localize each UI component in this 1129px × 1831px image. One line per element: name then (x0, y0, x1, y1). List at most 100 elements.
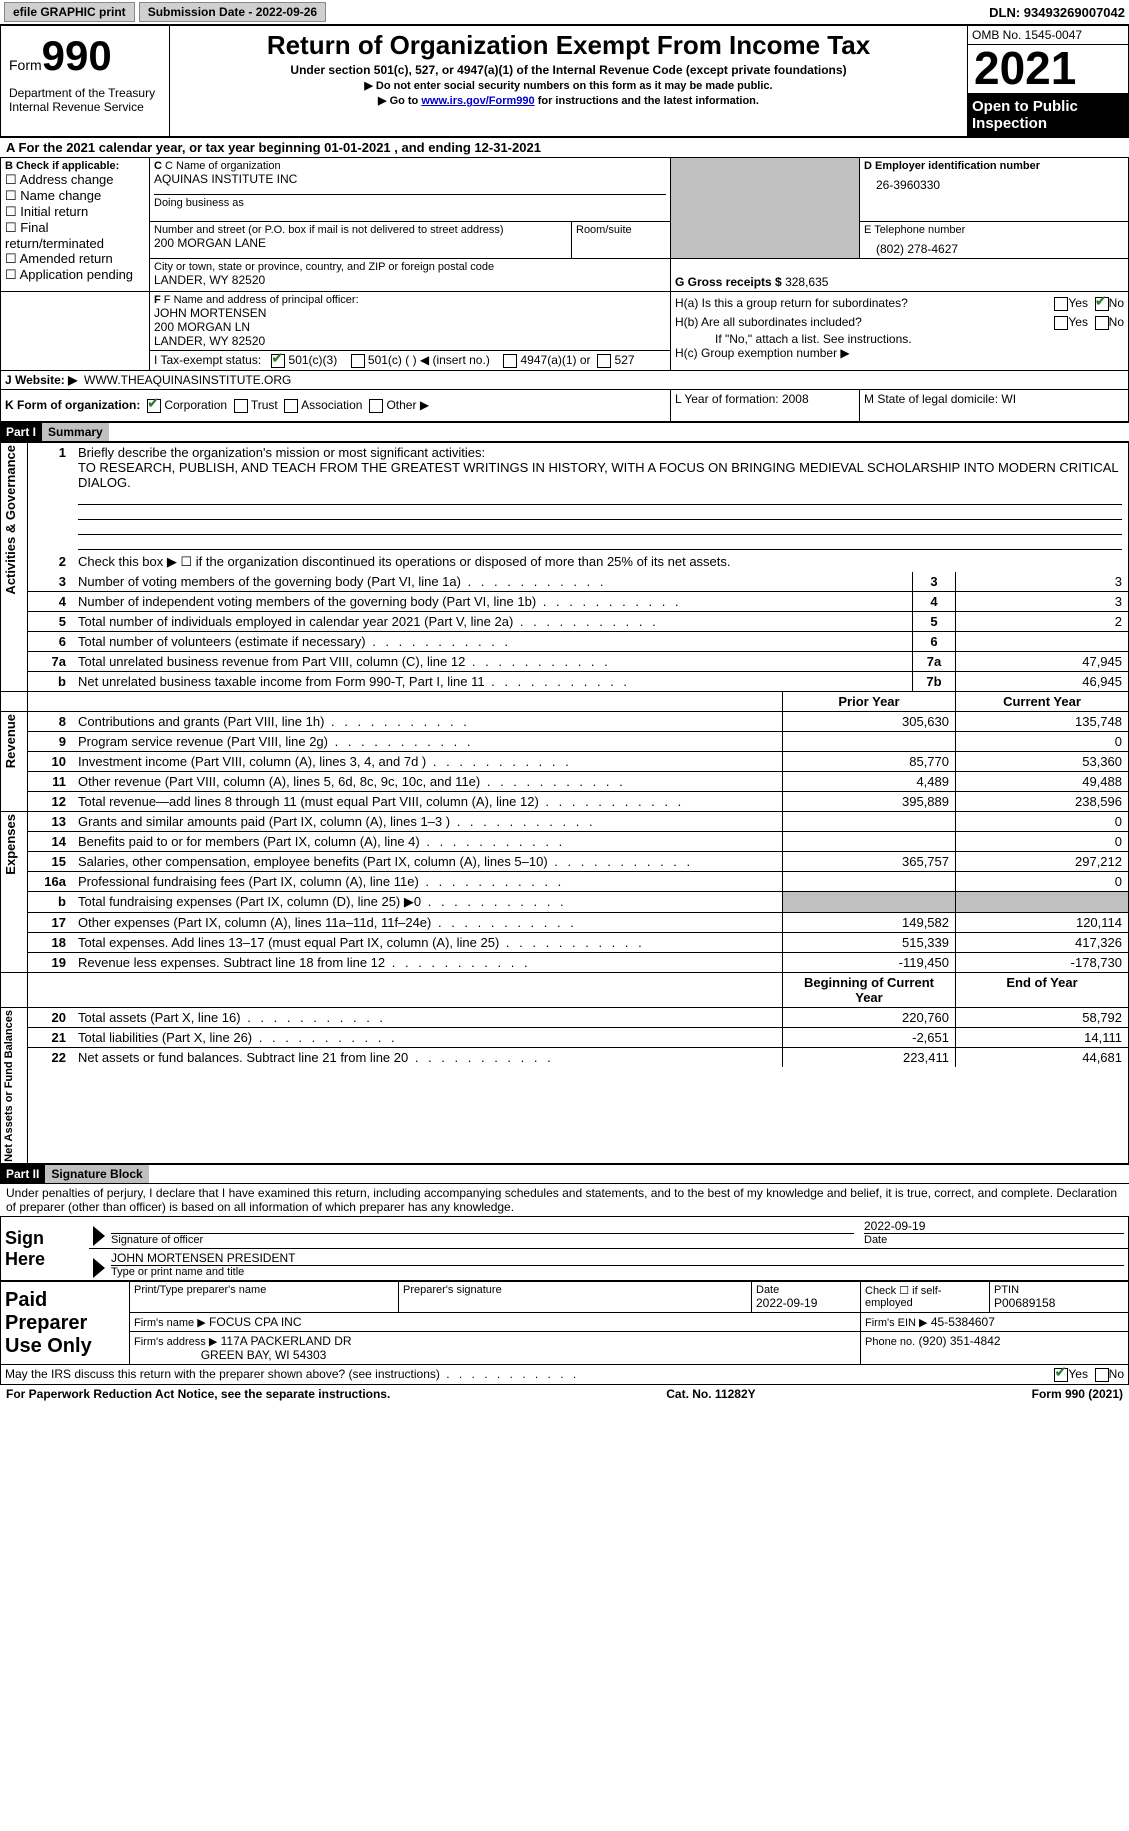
form-title: Return of Organization Exempt From Incom… (174, 30, 963, 61)
part2-title: Signature Block (45, 1165, 148, 1183)
city-label: City or town, state or province, country… (154, 261, 666, 273)
room-label: Room/suite (576, 224, 666, 236)
part1-title: Summary (42, 423, 109, 441)
hb-no-checkbox[interactable] (1095, 316, 1109, 330)
officer-addr1: 200 MORGAN LN (154, 320, 666, 334)
side-expenses: Expenses (1, 812, 20, 877)
website-label: J Website: ▶ (5, 373, 77, 387)
prep-sig-label: Preparer's signature (403, 1284, 747, 1296)
efile-print-button[interactable]: efile GRAPHIC print (4, 2, 135, 22)
self-employed-label: Check ☐ if self-employed (865, 1284, 985, 1309)
side-net-assets: Net Assets or Fund Balances (1, 1008, 17, 1164)
officer-name: JOHN MORTENSEN (154, 306, 666, 320)
gross-receipts-label: G Gross receipts $ (675, 275, 782, 289)
website-value: WWW.THEAQUINASINSTITUTE.ORG (84, 373, 291, 387)
ag-row: bNet unrelated business taxable income f… (28, 671, 1128, 691)
city-value: LANDER, WY 82520 (154, 273, 666, 287)
state-domicile: M State of legal domicile: WI (860, 389, 1129, 421)
prep-name-label: Print/Type preparer's name (134, 1284, 394, 1296)
hdr-prior: Prior Year (838, 694, 899, 709)
table-row: 18Total expenses. Add lines 13–17 (must … (28, 932, 1128, 952)
firm-name-label: Firm's name ▶ (134, 1317, 206, 1329)
discuss-yes-checkbox[interactable] (1054, 1368, 1068, 1382)
table-row: 19Revenue less expenses. Subtract line 1… (28, 952, 1128, 972)
form-footer: Form 990 (2021) (1032, 1387, 1123, 1401)
form-subtitle: Under section 501(c), 527, or 4947(a)(1)… (174, 63, 963, 77)
ag-row: 6Total number of volunteers (estimate if… (28, 631, 1128, 651)
dln-label: DLN: 93493269007042 (989, 5, 1125, 20)
side-activities-governance: Activities & Governance (1, 443, 20, 597)
cb-initial-return[interactable]: ☐ Initial return (5, 204, 145, 220)
goto-note: ▶ Go to www.irs.gov/Form990 for instruct… (174, 94, 963, 107)
firm-phone-value: (920) 351-4842 (919, 1334, 1001, 1348)
cb-amended-return[interactable]: ☐ Amended return (5, 251, 145, 267)
l2-text: Check this box ▶ ☐ if the organization d… (72, 552, 1128, 572)
tax-year: 2021 (968, 45, 1128, 94)
hdr-begin: Beginning of Current Year (804, 975, 934, 1005)
table-row: 16aProfessional fundraising fees (Part I… (28, 871, 1128, 891)
ha-yes-checkbox[interactable] (1054, 297, 1068, 311)
cb-association[interactable] (284, 399, 298, 413)
street-value: 200 MORGAN LANE (154, 236, 567, 250)
hb-yes-checkbox[interactable] (1054, 316, 1068, 330)
ag-row: 7aTotal unrelated business revenue from … (28, 651, 1128, 671)
hb-note: If "No," attach a list. See instructions… (675, 332, 1124, 346)
table-row: 21Total liabilities (Part X, line 26)-2,… (28, 1027, 1128, 1047)
gross-receipts-value: 328,635 (785, 275, 828, 289)
box-b-title: B Check if applicable: (5, 160, 145, 172)
firm-name-value: FOCUS CPA INC (209, 1315, 301, 1329)
ha-label: H(a) Is this a group return for subordin… (675, 296, 984, 311)
cb-501c[interactable] (351, 354, 365, 368)
irs-link[interactable]: www.irs.gov/Form990 (421, 95, 534, 107)
ag-row: 3Number of voting members of the governi… (28, 572, 1128, 592)
form-org-label: K Form of organization: (5, 398, 140, 412)
phone-label: E Telephone number (864, 224, 1124, 236)
table-row: 9Program service revenue (Part VIII, lin… (28, 731, 1128, 751)
cb-527[interactable] (597, 354, 611, 368)
table-row: 8Contributions and grants (Part VIII, li… (28, 712, 1128, 732)
cb-other[interactable] (369, 399, 383, 413)
paperwork-notice: For Paperwork Reduction Act Notice, see … (6, 1387, 390, 1401)
tax-exempt-label: I Tax-exempt status: (154, 353, 261, 367)
perjury-declaration: Under penalties of perjury, I declare th… (0, 1184, 1129, 1216)
hb-label: H(b) Are all subordinates included? (675, 315, 984, 330)
firm-ein-value: 45-5384607 (931, 1315, 995, 1329)
paid-preparer-label: Paid Preparer Use Only (1, 1282, 130, 1365)
table-row: 22Net assets or fund balances. Subtract … (28, 1047, 1128, 1067)
cb-501c3[interactable] (271, 354, 285, 368)
discuss-label: May the IRS discuss this return with the… (5, 1367, 579, 1381)
year-formation: L Year of formation: 2008 (671, 389, 860, 421)
part2-bar: Part II (0, 1165, 45, 1183)
l1-label: Briefly describe the organization's miss… (78, 445, 485, 460)
table-row: bTotal fundraising expenses (Part IX, co… (28, 891, 1128, 912)
ptin-value: P00689158 (994, 1296, 1124, 1310)
firm-ein-label: Firm's EIN ▶ (865, 1317, 928, 1329)
cb-address-change[interactable]: ☐ Address change (5, 172, 145, 188)
sig-officer-label: Signature of officer (111, 1234, 854, 1246)
cb-application-pending[interactable]: ☐ Application pending (5, 267, 145, 283)
period-line: For the 2021 calendar year, or tax year … (19, 140, 541, 155)
firm-addr2: GREEN BAY, WI 54303 (201, 1348, 327, 1362)
cb-name-change[interactable]: ☐ Name change (5, 188, 145, 204)
table-row: 15Salaries, other compensation, employee… (28, 851, 1128, 871)
table-row: 12Total revenue—add lines 8 through 11 (… (28, 791, 1128, 811)
prep-date-label: Date (756, 1284, 856, 1296)
submission-date-button[interactable]: Submission Date - 2022-09-26 (139, 2, 326, 22)
ha-no-checkbox[interactable] (1095, 297, 1109, 311)
hdr-current: Current Year (1003, 694, 1081, 709)
sig-name-label: Type or print name and title (111, 1265, 1124, 1278)
hc-label: H(c) Group exemption number ▶ (675, 346, 1124, 360)
ein-value: 26-3960330 (864, 172, 1124, 192)
table-row: 20Total assets (Part X, line 16)220,7605… (28, 1008, 1128, 1028)
table-row: 17Other expenses (Part IX, column (A), l… (28, 912, 1128, 932)
org-name-label: C C Name of organization (154, 160, 666, 172)
org-name-value: AQUINAS INSTITUTE INC (154, 172, 666, 186)
sig-date-value: 2022-09-19 (864, 1219, 1124, 1233)
cb-corporation[interactable] (147, 399, 161, 413)
cb-4947[interactable] (503, 354, 517, 368)
cb-trust[interactable] (234, 399, 248, 413)
cb-final-return[interactable]: ☐ Final return/terminated (5, 220, 145, 251)
officer-label: F F Name and address of principal office… (154, 294, 666, 306)
sign-arrow-icon (93, 1226, 105, 1246)
discuss-no-checkbox[interactable] (1095, 1368, 1109, 1382)
